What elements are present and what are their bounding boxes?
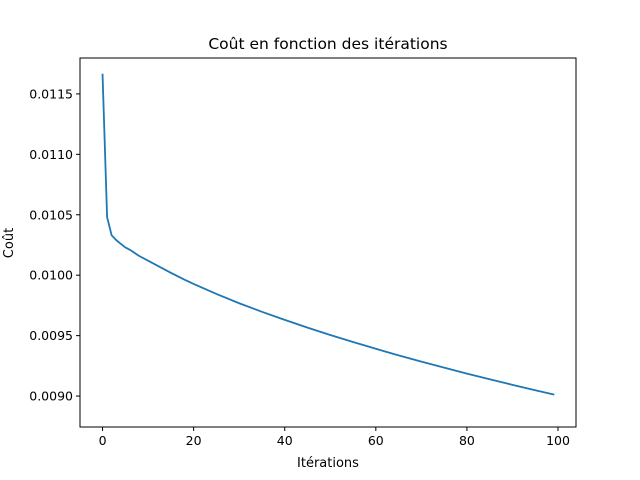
chart-title: Coût en fonction des itérations [208,35,447,53]
plot-area [80,58,576,427]
x-tick-label: 0 [99,433,107,448]
cost-series-line [101,73,555,396]
plot-frame [79,57,577,428]
x-tick-label: 80 [459,433,475,448]
x-axis: 0 20 40 60 80 100 [99,427,570,448]
x-tick-label: 40 [277,433,293,448]
y-axis: 0.0090 0.0095 0.0100 0.0105 0.0110 0.0115 [29,86,80,404]
y-tick-label: 0.0105 [29,207,73,222]
x-axis-label: Itérations [297,456,359,471]
y-tick-label: 0.0110 [29,147,73,162]
y-tick-label: 0.0115 [29,86,73,101]
y-tick-label: 0.0090 [29,389,73,404]
y-tick-label: 0.0100 [29,268,73,283]
x-tick-label: 20 [186,433,202,448]
x-tick-label: 100 [546,433,570,448]
y-axis-label: Coût [2,228,17,258]
series-layer [101,73,555,396]
y-tick-label: 0.0095 [29,328,73,343]
x-tick-label: 60 [368,433,384,448]
